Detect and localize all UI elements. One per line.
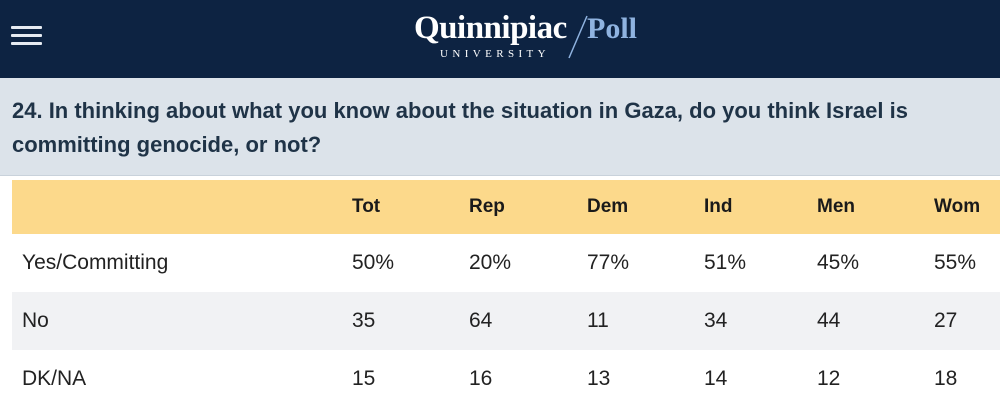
table-cell: 51% [704,251,747,274]
column-header-wom: Wom [934,196,981,217]
column-header-rep: Rep [469,196,505,217]
table-cell: 55% [934,251,977,274]
table-cell: 18 [934,367,958,390]
table-cell: 45% [817,251,860,274]
logo-university-text: UNIVERSITY [440,48,550,60]
table-cell: 11 [587,309,609,332]
table-cell: 35 [352,309,376,332]
table-cell: 44 [817,309,841,332]
column-header-ind: Ind [704,196,733,217]
table-row: DK/NA 15 16 13 14 12 18 [12,350,1000,408]
logo-slash-icon [568,15,588,59]
table-header-row: Tot Rep Dem Ind Men Wom [12,180,1000,234]
row-label: Yes/Committing [22,251,169,274]
row-label: DK/NA [22,367,87,390]
table-cell: 20% [469,251,512,274]
table-row: Yes/Committing 50% 20% 77% 51% 45% 55% [12,234,1000,292]
table-cell: 64 [469,309,493,332]
question-text: 24. In thinking about what you know abou… [12,98,908,157]
top-header: Quinnipiac Poll UNIVERSITY [0,0,1000,78]
column-header-men: Men [817,196,855,217]
table-cell: 15 [352,367,376,390]
row-label: No [22,309,49,332]
table-cell: 13 [587,367,611,390]
table-cell: 34 [704,309,728,332]
table-cell: 27 [934,309,958,332]
table-row: No 35 64 11 34 44 27 [12,292,1000,350]
table-cell: 12 [817,367,841,390]
table-cell: 14 [704,367,728,390]
logo-poll-text: Poll [587,12,637,45]
table-cell: 50% [352,251,395,274]
question-banner: 24. In thinking about what you know abou… [0,78,1000,176]
column-header-tot: Tot [352,196,381,217]
quinnipiac-poll-logo[interactable]: Quinnipiac Poll UNIVERSITY [0,0,1000,78]
table-cell: 77% [587,251,630,274]
column-header-dem: Dem [587,196,629,217]
hamburger-menu-icon[interactable] [11,24,43,48]
results-table: Tot Rep Dem Ind Men Wom Yes/Committing 5… [12,180,1000,408]
logo-wordmark: Quinnipiac [414,10,567,46]
table-cell: 16 [469,367,493,390]
